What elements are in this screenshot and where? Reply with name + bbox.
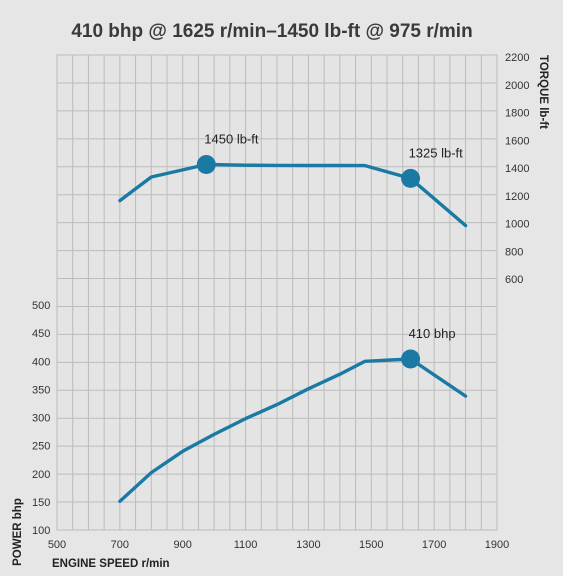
x-tick-label: 1900 [485,539,509,551]
annotations: 1450 lb-ft 1325 lb-ft 410 bhp [204,132,463,341]
power-peak-marker [401,349,421,369]
torque-tick-label: 2000 [505,80,529,92]
torque-peak-label: 1450 lb-ft [204,132,259,147]
torque-axis-ticks: 600 800 1000 1200 1400 1600 1800 2000 2200 [505,52,529,286]
torque-tick-label: 1800 [505,108,529,120]
torque-peak-marker [401,168,421,188]
power-axis-ticks: 100 150 200 250 300 350 400 450 500 [32,300,50,537]
torque-peak-label: 1325 lb-ft [409,145,464,160]
x-tick-label: 700 [111,539,129,551]
torque-axis-label: TORQUE lb-ft [537,55,549,129]
power-tick-label: 150 [32,497,50,509]
x-tick-label: 900 [174,539,192,551]
power-tick-label: 250 [32,441,50,453]
torque-tick-label: 1600 [505,135,529,147]
power-tick-label: 300 [32,413,50,425]
power-tick-label: 400 [32,356,50,368]
x-tick-label: 500 [48,539,66,551]
torque-curve [118,162,468,228]
power-tick-label: 450 [32,328,50,340]
x-tick-label: 1300 [296,539,320,551]
torque-tick-label: 2200 [505,52,529,64]
power-tick-label: 500 [32,300,50,312]
torque-tick-label: 600 [505,274,523,286]
power-tick-label: 350 [32,384,50,396]
x-tick-label: 1700 [422,539,446,551]
torque-tick-label: 1400 [505,163,529,175]
series-markers [196,155,421,369]
power-tick-label: 200 [32,469,50,481]
power-peak-label: 410 bhp [409,326,456,341]
x-tick-label: 1100 [234,539,258,551]
power-curve [118,357,468,503]
x-tick-label: 1500 [359,539,383,551]
series-lines [118,162,468,503]
torque-peak-marker [196,155,216,175]
power-tick-label: 100 [32,525,50,537]
x-axis-ticks: 500 700 900 1100 1300 1500 1700 1900 [48,539,509,551]
x-axis-label: ENGINE SPEED r/min [52,558,170,570]
torque-tick-label: 800 [505,246,523,258]
torque-tick-label: 1200 [505,191,529,203]
power-axis-label: POWER bhp [12,498,24,566]
chart-title: 410 bhp @ 1625 r/min–1450 lb-ft @ 975 r/… [71,21,472,42]
torque-tick-label: 1000 [505,219,529,231]
